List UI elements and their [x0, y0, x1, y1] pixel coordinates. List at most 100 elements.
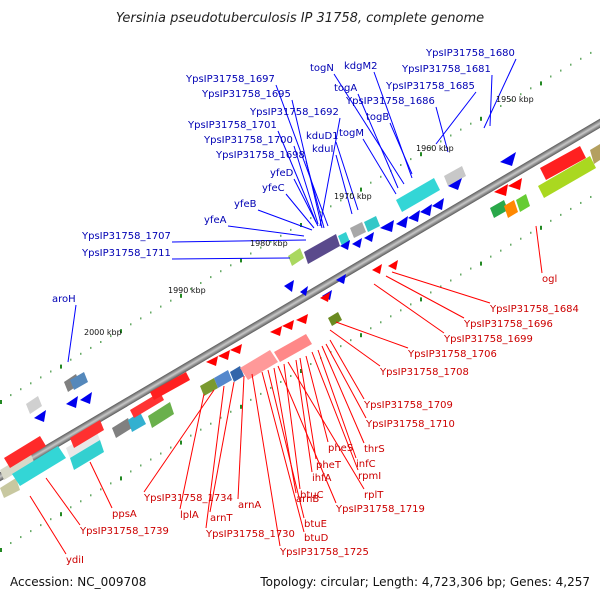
gene-arrow	[34, 410, 46, 422]
forward-gene-label: YpsIP31758_1695	[201, 89, 291, 100]
gene-arrow	[500, 152, 516, 166]
forward-gene-label: YpsIP31758_1692	[249, 107, 339, 118]
tick-dot	[500, 105, 502, 107]
reverse-leader-line	[329, 339, 365, 400]
forward-leader-line	[483, 58, 517, 129]
reverse-gene-label: YpsIP31758_1708	[379, 367, 469, 378]
tick-dot	[580, 57, 582, 60]
forward-gene-label: togB	[366, 112, 389, 123]
reverse-leader-line	[89, 461, 113, 509]
tick-dot	[360, 333, 362, 338]
tick-dot	[560, 213, 562, 216]
gene-block	[444, 166, 466, 186]
gene-arrow	[80, 392, 92, 404]
tick-dot	[340, 199, 342, 202]
tick-dot	[420, 297, 422, 302]
gene-arrow	[396, 216, 408, 228]
gene-arrow	[408, 210, 420, 222]
gene-arrow	[270, 326, 282, 336]
tick-dot	[230, 264, 232, 267]
reverse-leader-line	[261, 371, 305, 533]
reverse-gene-label: ihfA	[312, 473, 332, 484]
tick-dot	[110, 482, 112, 485]
forward-leader-line	[489, 74, 493, 127]
tick-dot	[440, 140, 442, 143]
forward-gene-label: YpsIP31758_1707	[81, 231, 171, 242]
reverse-leader-line	[209, 381, 235, 513]
gene-arrow	[284, 280, 294, 292]
reverse-gene-label: ogl	[542, 274, 557, 285]
forward-gene-label: YpsIP31758_1686	[345, 96, 435, 107]
tick-dot	[130, 323, 132, 326]
tick-dot	[170, 299, 172, 302]
gene-arrow	[380, 220, 394, 232]
tick-dot	[100, 488, 102, 491]
forward-leader-line	[305, 160, 325, 229]
gene-block	[0, 452, 34, 480]
gene-block	[70, 372, 88, 390]
tick-dot	[180, 293, 182, 298]
forward-leader-line	[275, 84, 329, 227]
gene-block	[540, 146, 586, 180]
tick-dot	[510, 99, 512, 102]
forward-leader-line	[227, 225, 305, 237]
forward-leader-line	[335, 154, 353, 215]
genome-backbone	[0, 103, 600, 497]
forward-leader-line	[435, 91, 477, 145]
reverse-leader-line	[267, 369, 305, 519]
gene-arrow	[508, 178, 522, 190]
reverse-leader-line	[295, 359, 313, 473]
tick-dot	[490, 255, 492, 258]
forward-leader-line	[335, 141, 359, 211]
leader-lines	[29, 58, 543, 555]
backbone-group	[0, 103, 600, 497]
tick-dot	[90, 494, 92, 497]
tick-dot	[560, 69, 562, 72]
forward-gene-label: togM	[339, 128, 364, 139]
tick-dot	[120, 476, 122, 481]
gene-block	[304, 234, 340, 264]
reverse-leader-line	[373, 283, 445, 334]
reverse-gene-label: YpsIP31758_1710	[365, 419, 455, 430]
reverse-gene-label: YpsIP31758_1730	[205, 529, 295, 540]
tick-dot	[270, 240, 272, 243]
reverse-gene-label: YpsIP31758_1696	[463, 319, 553, 330]
tick-dot	[350, 339, 352, 342]
reverse-leader-line	[329, 329, 381, 367]
gene-block	[70, 440, 104, 470]
reverse-gene-label: thrS	[364, 444, 385, 455]
reverse-leader-line	[29, 495, 67, 555]
reverse-leader-line	[385, 275, 465, 319]
tick-dot	[160, 305, 162, 308]
tick-dot	[360, 187, 362, 192]
forward-leader-line	[389, 122, 413, 175]
tick-dot	[550, 75, 552, 78]
gene-arrow	[432, 198, 444, 210]
forward-leader-line	[435, 106, 449, 153]
gene-block	[490, 200, 508, 218]
tick-dot	[90, 346, 92, 349]
reverse-leader-line	[251, 373, 281, 547]
tick-dot	[140, 464, 142, 467]
gene-block	[26, 396, 42, 414]
gene-block	[516, 194, 530, 212]
tick-dot	[350, 193, 352, 196]
tick-dot	[60, 512, 62, 517]
gene-block	[288, 248, 304, 266]
tick-dot	[330, 205, 332, 208]
reverse-gene-label: YpsIP31758_1706	[407, 349, 497, 360]
topology-text: Topology: circular; Length: 4,723,306 bp…	[259, 575, 590, 589]
tick-dot	[530, 87, 532, 90]
reverse-leader-line	[237, 375, 245, 500]
tick-dot	[220, 270, 222, 273]
gene-arrow	[420, 204, 432, 216]
reverse-gene-label: btuC	[300, 490, 324, 501]
reverse-strand-labels: ogl YpsIP31758_1684 YpsIP31758_1696 YpsIP31…	[66, 274, 579, 566]
forward-gene-label: togA	[334, 83, 357, 94]
reverse-gene-label: ydiI	[66, 555, 84, 566]
forward-gene-label: YpsIP31758_1697	[185, 74, 275, 85]
forward-gene-label: YpsIP31758_1680	[425, 48, 515, 59]
tick-dot	[550, 219, 552, 222]
tick-dot	[140, 317, 142, 320]
reverse-leader-line	[283, 363, 301, 490]
